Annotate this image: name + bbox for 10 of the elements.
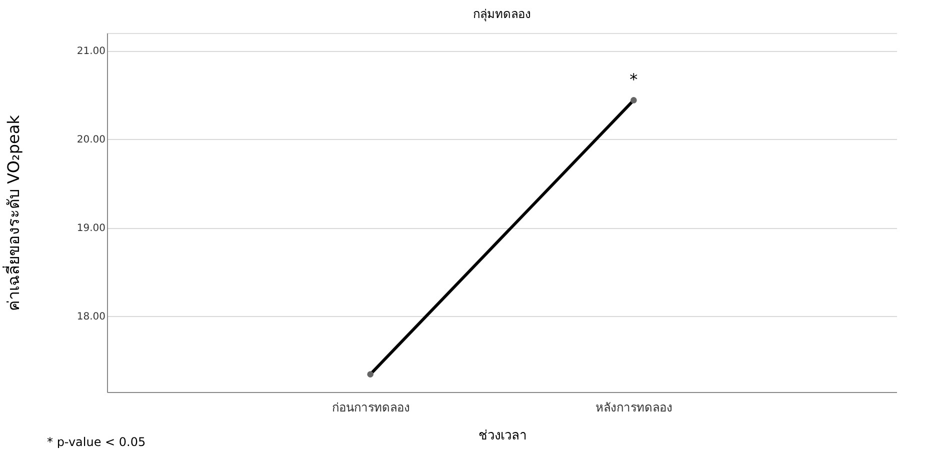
y-tick-label: 18.00: [76, 311, 106, 322]
x-axis-title: ช่วงเวลา: [478, 428, 526, 444]
y-tick-label: 21.00: [76, 46, 106, 58]
y-tick-label: 19.00: [76, 223, 106, 234]
x-tick-label: หลังการทดลอง: [596, 400, 673, 414]
x-tick-label: ก่อนการทดลอง: [332, 400, 410, 414]
y-tick-label: 20.00: [76, 134, 106, 146]
annotation: *: [630, 70, 638, 90]
chart-title: กลุ่มทดลอง: [473, 7, 531, 22]
y-axis-title: ค่าเฉลี่ยของระดับ VO₂peak: [2, 114, 23, 311]
